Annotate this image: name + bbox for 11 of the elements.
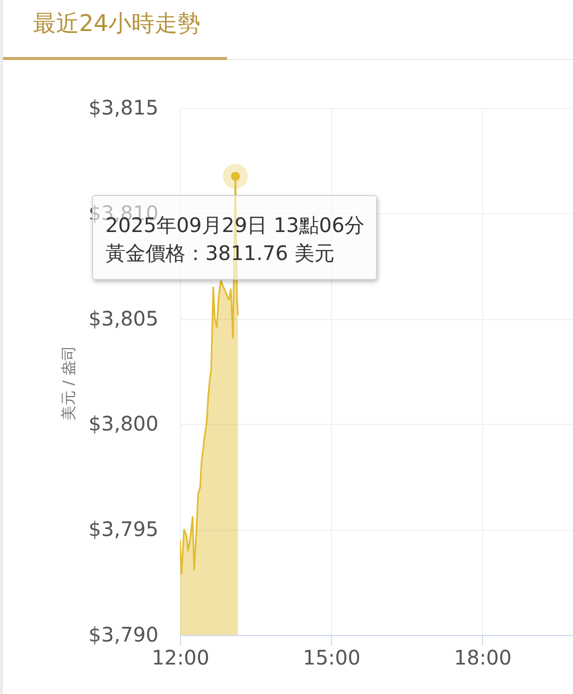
annotation: 黃金價格：3811.76 美元	[105, 241, 334, 266]
y-axis-title: 美元 / 盎司	[60, 346, 78, 420]
y-tick-label: $3,800	[88, 412, 158, 436]
x-tick-label: 12:00	[152, 646, 210, 670]
y-tick-label: $3,795	[88, 517, 158, 542]
y-tick-label: $3,790	[88, 622, 158, 646]
chart-title: 最近24小時走勢	[33, 10, 200, 39]
y-tick-label: $3,805	[88, 306, 158, 330]
x-tick-label: 15:00	[302, 646, 360, 670]
y-tick-label: $3,815	[88, 96, 158, 120]
x-tick-label: 18:00	[454, 646, 512, 670]
